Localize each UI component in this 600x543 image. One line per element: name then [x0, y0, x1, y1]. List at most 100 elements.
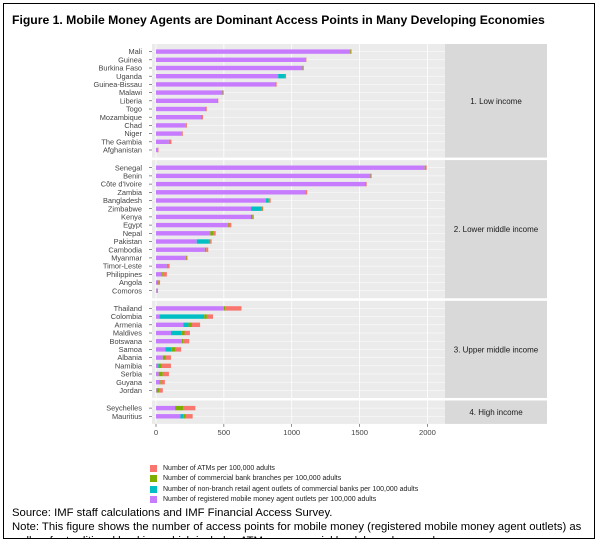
x-tick-label: 0 — [154, 428, 158, 437]
bar-segment-branch — [204, 314, 207, 319]
country-label: Mauritius — [112, 412, 142, 421]
bar-segment-branch — [181, 330, 185, 336]
bar-segment-branch — [227, 222, 229, 228]
bar-segment-mobile — [156, 147, 158, 153]
facet-strip-label: 1. Low income — [470, 97, 522, 106]
bar-segment-branch — [188, 322, 192, 327]
legend-swatch-atm — [150, 464, 157, 472]
country-label: Malawi — [119, 88, 142, 97]
bar-segment-atm — [302, 65, 304, 71]
bar-segment-mobile — [156, 222, 228, 228]
bar-segment-mobile — [156, 363, 158, 368]
source-note: Source: IMF staff calculations and IMF F… — [12, 507, 333, 519]
country-label: Guyana — [116, 378, 143, 387]
legend-swatch-mobile — [150, 496, 157, 503]
bar-segment-atm — [181, 131, 183, 136]
bar-segment-mobile — [156, 181, 365, 187]
bar-segment-atm — [275, 82, 277, 87]
bar-segment-retail — [165, 347, 172, 352]
country-label: Afghanistan — [103, 146, 142, 155]
bar-segment-branch — [261, 206, 263, 211]
facet-strip-label: 4. High income — [469, 408, 523, 417]
country-label: Egypt — [123, 221, 142, 230]
legend-label-retail: Number of non-branch retail agent outlet… — [163, 485, 419, 493]
bar-segment-atm — [185, 414, 193, 419]
bar-segment-branch — [252, 214, 253, 220]
country-label: Zambia — [117, 188, 143, 197]
bar-segment-retail — [170, 330, 182, 336]
figure-frame: Figure 1. Mobile Money Agents are Domina… — [3, 3, 595, 539]
bar-segment-mobile — [156, 106, 206, 112]
bar-segment-atm — [285, 74, 287, 79]
country-label: Jordan — [119, 386, 142, 395]
bar-segment-atm — [158, 280, 161, 285]
bar-segment-mobile — [156, 206, 251, 211]
bar-segment-mobile — [156, 339, 182, 344]
bar-segment-atm — [305, 57, 307, 62]
bar-segment-mobile — [156, 190, 306, 195]
legend-item-mobile: Number of registered mobile money agent … — [150, 495, 418, 505]
country-label: Zimbabwe — [108, 204, 142, 213]
bar-segment-retail — [251, 214, 253, 220]
legend-swatch-branch — [150, 475, 157, 482]
country-label: Comoros — [112, 286, 142, 295]
bar-segment-atm — [206, 247, 209, 252]
bar-segment-branch — [157, 280, 159, 285]
facet-strip — [445, 160, 547, 299]
bar-segment-branch — [208, 239, 211, 244]
bar-segment-branch — [365, 181, 366, 187]
bar-segment-mobile — [156, 74, 279, 79]
bar-segment-mobile — [156, 139, 169, 144]
bar-segment-atm — [225, 306, 242, 311]
bar-segment-branch — [222, 90, 224, 95]
country-label: Samoa — [119, 345, 143, 354]
x-tick-label: 2000 — [419, 428, 436, 437]
bar-segment-branch — [284, 74, 286, 79]
country-label: Kenya — [121, 213, 143, 222]
country-label: Guinea — [118, 55, 143, 64]
bar-segment-atm — [191, 322, 201, 327]
legend-item-retail: Number of non-branch retail agent outlet… — [150, 484, 418, 494]
bar-segment-branch — [223, 306, 226, 311]
country-label: Chad — [124, 121, 142, 130]
bar-segment-branch — [161, 272, 163, 277]
bar-segment-mobile — [156, 131, 182, 136]
bar-segment-branch — [162, 355, 166, 360]
bar-segment-atm — [183, 405, 196, 411]
bar-segment-mobile — [156, 173, 371, 179]
bar-segment-retail — [180, 414, 184, 419]
country-label: Nepal — [123, 229, 143, 238]
bar-segment-mobile — [156, 90, 223, 95]
country-label: Bangladesh — [103, 196, 142, 205]
country-label: Albania — [117, 353, 143, 362]
bar-segment-branch — [210, 231, 213, 236]
bar-segment-mobile — [156, 165, 425, 170]
bar-segment-mobile — [156, 306, 224, 311]
bar-segment-atm — [425, 165, 427, 170]
facet-strip — [445, 400, 547, 424]
bar-segment-branch — [181, 339, 184, 344]
x-tick-label: 1500 — [351, 428, 368, 437]
bar-segment-atm — [222, 90, 224, 95]
bar-segment-branch — [204, 247, 207, 252]
bar-segment-atm — [165, 355, 171, 360]
bar-segment-mobile — [156, 330, 171, 336]
country-label: Armenia — [114, 320, 142, 329]
facet-strip — [445, 300, 547, 398]
bar-segment-retail — [251, 206, 262, 211]
country-label: Guinea-Bissau — [94, 80, 142, 89]
bar-segment-mobile — [156, 115, 202, 120]
country-label: Côte d'Ivoire — [101, 180, 142, 189]
legend-item-branch: Number of commercial bank branches per 1… — [150, 474, 418, 484]
bar-segment-atm — [169, 139, 172, 144]
bar-segment-retail — [196, 239, 209, 244]
bar-segment-mobile — [156, 280, 158, 285]
bar-segment-atm — [228, 222, 232, 228]
bar-segment-branch — [205, 106, 207, 112]
bar-segment-branch — [305, 190, 307, 195]
x-tick-label: 500 — [218, 428, 231, 437]
bar-segment-mobile — [156, 355, 163, 360]
bar-segment-mobile — [156, 57, 306, 62]
bar-segment-atm — [205, 106, 207, 112]
country-label: Mozambique — [100, 113, 142, 122]
